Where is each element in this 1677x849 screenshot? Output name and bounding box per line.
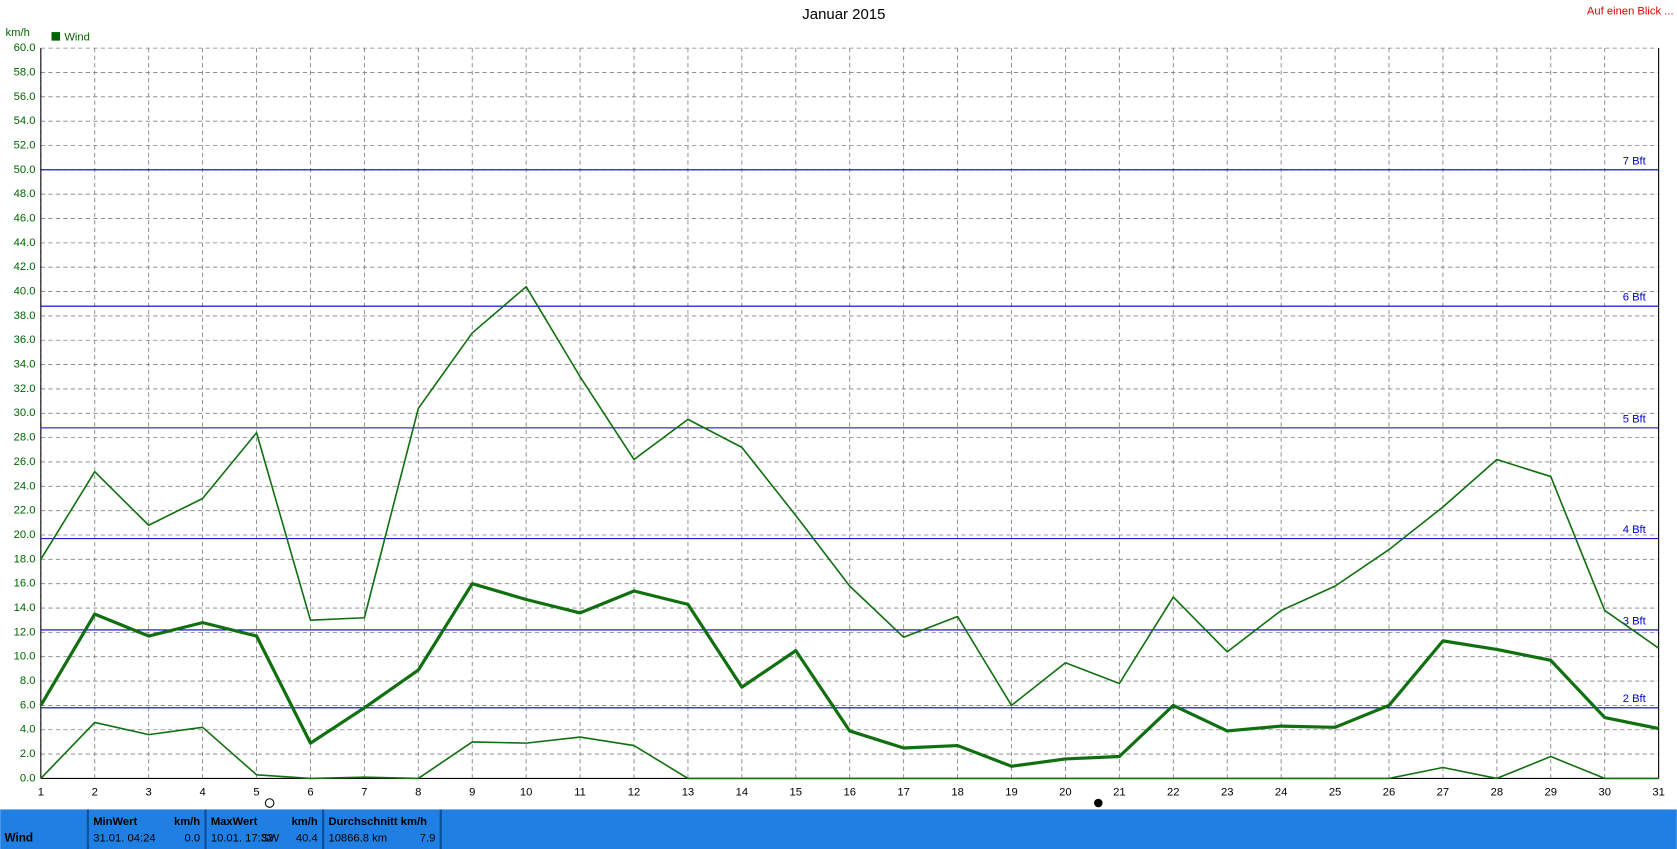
beaufort-label: 3 Bft (1623, 615, 1647, 627)
x-tick-label: 25 (1329, 786, 1341, 798)
y-tick-label: 44.0 (14, 237, 36, 249)
series-line (40, 285, 1660, 707)
legend-label: Wind (64, 31, 90, 43)
chart-title: Januar 2015 (802, 6, 885, 23)
x-tick-label: 20 (1059, 786, 1071, 798)
cell-value: 0.0 (185, 832, 201, 844)
y-tick-label: 42.0 (14, 261, 36, 273)
y-tick-label: 46.0 (14, 212, 36, 224)
beaufort-label: 6 Bft (1623, 292, 1647, 304)
moon-icon (1094, 798, 1103, 808)
x-tick-label: 16 (843, 786, 855, 798)
y-tick-label: 48.0 (14, 188, 36, 200)
cell-header: km/h (292, 816, 318, 828)
y-tick-label: 20.0 (14, 529, 36, 541)
legend-swatch (51, 32, 61, 41)
x-tick-label: 26 (1383, 786, 1395, 798)
cell-header: km/h (174, 816, 200, 828)
x-tick-label: 27 (1437, 786, 1449, 798)
cell-header: MaxWert (211, 816, 258, 828)
y-tick-label: 16.0 (14, 578, 36, 590)
cell-value: 7.9 (420, 832, 436, 844)
x-tick-label: 12 (628, 786, 640, 798)
y-tick-label: 24.0 (14, 480, 36, 492)
y-tick-label: 50.0 (14, 164, 36, 176)
y-tick-label: 52.0 (14, 139, 36, 151)
series-line (40, 721, 1659, 780)
x-tick-label: 23 (1221, 786, 1233, 798)
summary-label: Wind (4, 831, 33, 844)
y-axis-label: km/h (6, 27, 30, 39)
y-tick-label: 28.0 (14, 432, 36, 444)
series-line (39, 582, 1659, 768)
x-tick-label: 11 (574, 786, 586, 798)
x-tick-label: 2 (92, 786, 98, 798)
cell-value: 10.01. 17:32 (211, 832, 273, 844)
y-tick-label: 26.0 (14, 456, 36, 468)
y-tick-label: 12.0 (14, 626, 36, 638)
y-tick-label: 58.0 (14, 66, 36, 78)
x-tick-label: 31 (1652, 786, 1664, 798)
x-tick-label: 3 (146, 786, 152, 798)
x-tick-label: 15 (790, 786, 802, 798)
x-tick-label: 13 (682, 786, 694, 798)
beaufort-label: 5 Bft (1623, 413, 1647, 425)
y-tick-label: 6.0 (20, 699, 36, 711)
y-tick-label: 14.0 (14, 602, 36, 614)
beaufort-label: 4 Bft (1623, 524, 1647, 536)
x-tick-label: 10 (520, 786, 532, 798)
x-tick-label: 19 (1005, 786, 1017, 798)
y-tick-label: 40.0 (14, 286, 36, 298)
beaufort-label: 2 Bft (1623, 693, 1647, 705)
y-tick-label: 30.0 (14, 407, 36, 419)
cell-value: 40.4 (296, 832, 318, 844)
x-tick-label: 18 (951, 786, 963, 798)
beaufort-label: 7 Bft (1623, 155, 1647, 167)
y-tick-label: 8.0 (20, 675, 36, 687)
cell-value: 31.01. 04:24 (93, 832, 155, 844)
x-tick-label: 1 (38, 786, 44, 798)
x-tick-label: 8 (415, 786, 421, 798)
y-tick-label: 36.0 (14, 334, 36, 346)
x-tick-label: 22 (1167, 786, 1179, 798)
y-tick-label: 38.0 (14, 310, 36, 322)
x-tick-label: 14 (736, 786, 748, 798)
x-tick-label: 28 (1491, 786, 1503, 798)
y-tick-label: 10.0 (14, 651, 36, 663)
x-tick-label: 17 (897, 786, 909, 798)
y-tick-label: 2.0 (20, 748, 36, 760)
cell-value: 10866.8 km (328, 832, 387, 844)
x-tick-label: 30 (1598, 786, 1610, 798)
y-tick-label: 54.0 (14, 115, 36, 127)
x-tick-label: 4 (199, 786, 205, 798)
x-tick-label: 7 (361, 786, 367, 798)
cell-value: SW (261, 832, 279, 844)
y-tick-label: 0.0 (20, 772, 36, 784)
x-tick-label: 5 (253, 786, 259, 798)
y-tick-label: 60.0 (14, 42, 36, 54)
x-tick-label: 9 (469, 786, 475, 798)
link[interactable]: Auf einen Blick ... (1587, 6, 1674, 18)
cell-header: MinWert (93, 816, 137, 828)
moon-icon (264, 798, 275, 808)
x-tick-label: 24 (1275, 786, 1287, 798)
x-tick-label: 6 (307, 786, 313, 798)
summary-bar (0, 809, 1677, 849)
y-tick-label: 4.0 (20, 724, 36, 736)
y-tick-label: 32.0 (14, 383, 36, 395)
x-tick-label: 21 (1113, 786, 1125, 798)
cell-header: Durchschnitt km/h (328, 816, 427, 828)
x-tick-label: 29 (1545, 786, 1557, 798)
y-tick-label: 34.0 (14, 359, 36, 371)
y-tick-label: 56.0 (14, 91, 36, 103)
y-tick-label: 22.0 (14, 505, 36, 517)
y-tick-label: 18.0 (14, 553, 36, 565)
